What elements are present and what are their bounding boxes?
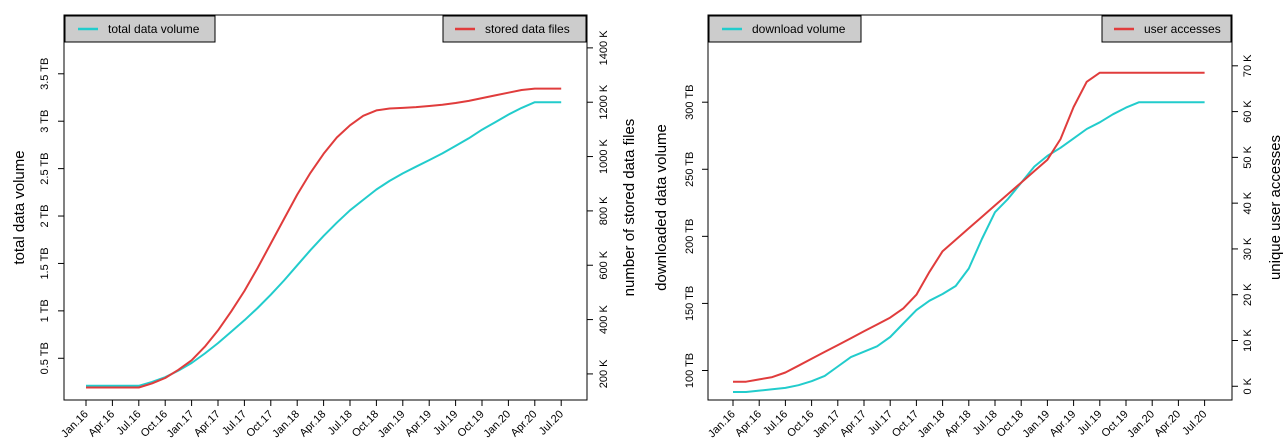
x-tick-label: Apr.18 (943, 408, 974, 439)
left-tick-label: 2.5 TB (39, 153, 51, 185)
right-tick-label: 1200 K (598, 84, 610, 120)
x-tick-label: Oct.19 (455, 408, 486, 439)
right-tick-label: 800 K (598, 196, 610, 225)
right-tick-label: 30 K (1242, 237, 1254, 260)
x-tick-label: Jan.17 (811, 408, 843, 440)
left-tick-label: 2 TB (39, 205, 51, 228)
chart-panel-storage: Jan.16Apr.16Jul.16Oct.16Jan.17Apr.17Jul.… (11, 14, 638, 440)
left-tick-label: 100 TB (684, 353, 696, 388)
x-tick-label: Jul.20 (537, 408, 566, 437)
legend-right: user accesses (1101, 15, 1232, 43)
legend-label: total data volume (108, 22, 200, 36)
series-line (86, 87, 562, 389)
legend-left: download volume (708, 15, 862, 43)
x-tick-label: Jan.18 (270, 408, 302, 440)
x-tick-label: Jan.16 (59, 408, 91, 440)
left-tick-label: 1 TB (39, 299, 51, 322)
x-tick-label: Jan.18 (916, 408, 948, 440)
right-tick-label: 20 K (1242, 283, 1254, 306)
right-tick-label: 50 K (1242, 145, 1254, 168)
legend-right: stored data files (442, 15, 587, 43)
x-tick-label: Oct.16 (785, 408, 816, 439)
x-tick-label: Apr.20 (1152, 408, 1183, 439)
right-axis-title: number of stored data files (621, 119, 638, 297)
x-tick-label: Jan.17 (165, 408, 197, 440)
right-tick-label: 60 K (1242, 100, 1254, 123)
right-tick-label: 1000 K (598, 138, 610, 174)
chart-panel-downloads: Jan.16Apr.16Jul.16Oct.16Jan.17Apr.17Jul.… (653, 14, 1284, 440)
left-tick-label: 300 TB (684, 85, 696, 120)
x-tick-label: Jan.16 (706, 408, 738, 440)
left-tick-label: 3.5 TB (39, 58, 51, 90)
x-tick-label: Jan.19 (376, 408, 408, 440)
left-tick-label: 1.5 TB (39, 247, 51, 279)
left-tick-label: 150 TB (684, 286, 696, 321)
left-axis-title: downloaded data volume (653, 124, 670, 291)
right-tick-label: 200 K (598, 359, 610, 388)
right-axis-title: unique user accesses (1267, 135, 1284, 280)
right-tick-label: 10 K (1242, 329, 1254, 352)
x-tick-label: Oct.16 (139, 408, 170, 439)
x-tick-label: Oct.19 (1099, 408, 1130, 439)
x-tick-label: Oct.17 (244, 408, 275, 439)
x-tick-label: Apr.16 (733, 408, 764, 439)
x-tick-label: Apr.17 (192, 408, 223, 439)
x-tick-label: Oct.18 (350, 408, 381, 439)
left-tick-label: 250 TB (684, 152, 696, 187)
right-tick-label: 600 K (598, 250, 610, 279)
series-line (733, 101, 1205, 393)
x-tick-label: Jan.20 (1125, 408, 1157, 440)
x-tick-label: Jan.20 (481, 408, 513, 440)
x-tick-label: Oct.17 (890, 408, 921, 439)
left-tick-label: 0.5 TB (39, 342, 51, 374)
right-tick-label: 70 K (1242, 54, 1254, 77)
x-tick-label: Apr.19 (1047, 408, 1078, 439)
x-tick-label: Apr.20 (509, 408, 540, 439)
left-axis-title: total data volume (11, 150, 28, 264)
legend-label: user accesses (1144, 22, 1221, 36)
right-tick-label: 0 K (1242, 377, 1254, 394)
plot-frame (707, 14, 1233, 401)
series-line (733, 71, 1205, 383)
left-tick-label: 3 TB (39, 110, 51, 133)
x-tick-label: Jul.20 (1180, 408, 1209, 437)
x-tick-label: Apr.16 (86, 408, 117, 439)
plot-frame (63, 14, 588, 401)
legend-label: stored data files (485, 22, 570, 36)
right-tick-label: 40 K (1242, 191, 1254, 214)
series-line (86, 101, 562, 387)
legend-label: download volume (752, 22, 846, 36)
x-tick-label: Apr.17 (838, 408, 869, 439)
right-tick-label: 1400 K (598, 30, 610, 66)
legend-left: total data volume (64, 15, 216, 43)
x-tick-label: Apr.19 (403, 408, 434, 439)
x-tick-label: Jan.19 (1020, 408, 1052, 440)
x-tick-label: Oct.18 (995, 408, 1026, 439)
left-tick-label: 200 TB (684, 219, 696, 254)
x-tick-label: Apr.18 (297, 408, 328, 439)
right-tick-label: 400 K (598, 305, 610, 334)
